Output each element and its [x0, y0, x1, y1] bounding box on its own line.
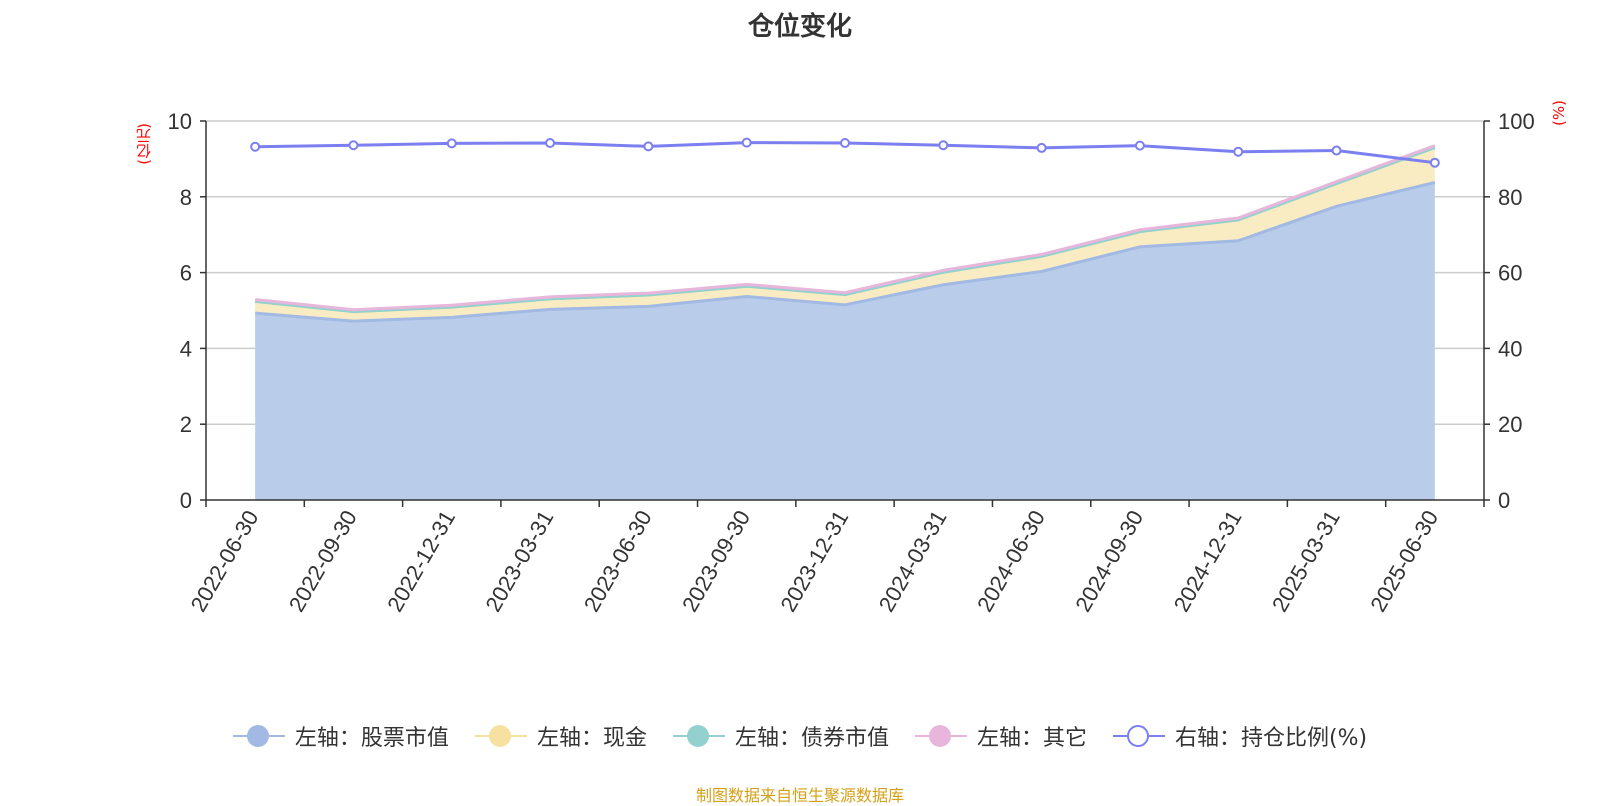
left-axis-tick-label: 2 [180, 412, 192, 437]
left-axis-tick-label: 4 [180, 336, 192, 361]
legend-cash-icon [474, 723, 527, 749]
x-axis-tick-label: 2022-09-30 [284, 506, 362, 616]
legend-item-bond[interactable]: 左轴：债券市值 [672, 720, 889, 752]
x-axis-tick-label: 2024-09-30 [1070, 506, 1148, 616]
left-axis-tick-label: 6 [180, 261, 192, 286]
chart-title: 仓位变化 [747, 12, 852, 42]
ratio-point [1134, 140, 1145, 151]
legend-item-ratio[interactable]: 右轴：持仓比例(%) [1112, 720, 1368, 752]
legend-label-other: 左轴：其它 [976, 726, 1087, 751]
ratio-point [545, 137, 556, 148]
right-axis-tick-label: 40 [1498, 336, 1522, 361]
x-axis-tick-label: 2023-06-30 [579, 506, 657, 616]
right-axis-tick-label: 20 [1498, 412, 1522, 437]
legend: 左轴：股票市值 左轴：现金 左轴：债券市值 左轴：其它 右轴：持仓比例(%) [0, 720, 1600, 752]
x-axis-tick-label: 2022-06-30 [186, 506, 264, 616]
left-axis-tick-label: 8 [180, 185, 192, 210]
x-axis-tick-label: 2024-12-31 [1169, 506, 1247, 616]
legend-label-bond: 左轴：债券市值 [734, 726, 889, 751]
legend-item-other[interactable]: 左轴：其它 [914, 720, 1087, 752]
line-stock [255, 180, 1436, 323]
legend-stock-icon [232, 723, 285, 749]
line-other [254, 144, 1436, 312]
ratio-point [938, 140, 949, 151]
x-axis-tick-label: 2025-06-30 [1365, 506, 1443, 616]
ratio-point [446, 138, 457, 149]
legend-label-ratio: 右轴：持仓比例(%) [1174, 726, 1368, 751]
left-axis-tick-label: 0 [180, 488, 192, 513]
legend-label-stock: 左轴：股票市值 [294, 726, 449, 751]
legend-bond-icon [672, 723, 725, 749]
legend-other-icon [914, 723, 967, 749]
ratio-point [250, 141, 261, 152]
left-axis-tick-label: 10 [168, 109, 192, 134]
ratio-point [1331, 145, 1342, 156]
ratio-point [643, 141, 654, 152]
legend-label-cash: 左轴：现金 [536, 726, 647, 751]
legend-item-stock[interactable]: 左轴：股票市值 [232, 720, 449, 752]
ratio-point [1036, 142, 1047, 153]
x-axis-tick-label: 2024-06-30 [972, 506, 1050, 616]
ratio-point [1233, 146, 1244, 157]
legend-item-cash[interactable]: 左轴：现金 [474, 720, 647, 752]
x-axis-tick-label: 2023-09-30 [677, 506, 755, 616]
area-cash [255, 147, 1435, 322]
ratio-point [1429, 157, 1440, 168]
x-axis-tick-label: 2023-12-31 [775, 506, 853, 616]
x-axis-tick-label: 2022-12-31 [382, 506, 460, 616]
right-axis-tick-label: 100 [1498, 109, 1535, 134]
x-axis-tick-label: 2025-03-31 [1267, 506, 1345, 616]
x-axis-tick-label: 2024-03-31 [874, 506, 952, 616]
x-axis-tick-label: 2023-03-31 [480, 506, 558, 616]
right-axis-tick-label: 0 [1498, 488, 1510, 513]
source-note: 制图数据来自恒生聚源数据库 [695, 786, 904, 805]
ratio-point [741, 137, 752, 148]
line-bond [254, 146, 1436, 314]
right-axis-tick-label: 80 [1498, 185, 1522, 210]
area-stock [255, 182, 1435, 500]
right-axis-tick-label: 60 [1498, 261, 1522, 286]
ratio-point [348, 140, 359, 151]
legend-ratio-icon [1112, 723, 1165, 749]
ratio-point [840, 137, 850, 148]
